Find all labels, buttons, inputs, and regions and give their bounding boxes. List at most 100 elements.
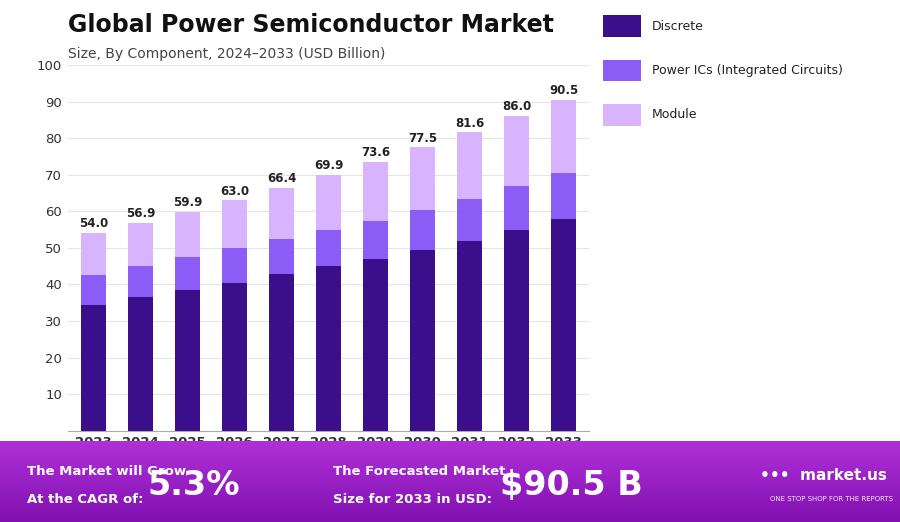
Bar xyxy=(0,474,900,475)
Bar xyxy=(0,509,900,510)
Bar xyxy=(0,444,900,445)
Bar xyxy=(457,241,482,431)
Bar xyxy=(269,274,293,431)
Bar xyxy=(0,476,900,477)
Bar xyxy=(0,472,900,473)
Text: 81.6: 81.6 xyxy=(455,116,484,129)
Bar xyxy=(410,147,435,209)
Bar xyxy=(0,482,900,483)
Bar xyxy=(0,452,900,453)
Bar xyxy=(0,506,900,507)
Bar xyxy=(0,517,900,518)
Bar xyxy=(0,457,900,458)
Bar xyxy=(0,484,900,485)
Bar xyxy=(0,456,900,457)
Text: 73.6: 73.6 xyxy=(361,146,390,159)
Bar xyxy=(0,507,900,508)
Bar xyxy=(222,248,247,283)
Text: 63.0: 63.0 xyxy=(220,184,249,197)
Bar xyxy=(0,471,900,472)
Bar xyxy=(0,451,900,452)
Bar xyxy=(504,186,529,230)
Bar xyxy=(504,230,529,431)
Bar xyxy=(0,494,900,495)
Bar xyxy=(0,479,900,480)
Bar xyxy=(457,199,482,241)
Text: 5.3%: 5.3% xyxy=(148,469,239,502)
Bar xyxy=(222,200,247,248)
Bar xyxy=(269,239,293,274)
Bar xyxy=(364,259,388,431)
Bar xyxy=(0,478,900,479)
Bar xyxy=(0,449,900,450)
Bar xyxy=(0,492,900,493)
Text: ONE STOP SHOP FOR THE REPORTS: ONE STOP SHOP FOR THE REPORTS xyxy=(770,496,893,502)
Bar xyxy=(0,510,900,511)
Text: •••  market.us: ••• market.us xyxy=(760,468,887,482)
Bar xyxy=(552,173,576,219)
Bar xyxy=(0,504,900,505)
Bar xyxy=(0,450,900,451)
Text: 77.5: 77.5 xyxy=(408,132,437,145)
Bar xyxy=(0,464,900,465)
Bar xyxy=(0,453,900,454)
Bar xyxy=(0,447,900,448)
Bar xyxy=(0,505,900,506)
Bar xyxy=(0,513,900,514)
Text: 69.9: 69.9 xyxy=(314,159,343,172)
Bar xyxy=(176,257,200,290)
Text: Discrete: Discrete xyxy=(652,20,704,32)
Bar xyxy=(0,470,900,471)
Bar xyxy=(0,511,900,512)
Bar xyxy=(0,442,900,443)
Bar xyxy=(0,458,900,459)
Text: 90.5: 90.5 xyxy=(549,84,579,97)
Bar xyxy=(0,512,900,513)
Text: Size, By Component, 2024–2033 (USD Billion): Size, By Component, 2024–2033 (USD Billi… xyxy=(68,47,385,61)
Bar xyxy=(0,493,900,494)
Bar xyxy=(128,298,153,431)
Bar xyxy=(316,175,341,230)
Bar xyxy=(0,502,900,503)
Bar xyxy=(364,221,388,259)
Text: $90.5 B: $90.5 B xyxy=(500,469,643,502)
Bar xyxy=(81,233,105,276)
Bar xyxy=(0,448,900,449)
Bar xyxy=(410,250,435,431)
Bar xyxy=(0,496,900,497)
Bar xyxy=(0,497,900,498)
Bar xyxy=(222,283,247,431)
Text: 56.9: 56.9 xyxy=(126,207,155,220)
Bar xyxy=(0,483,900,484)
Bar xyxy=(0,445,900,446)
Bar xyxy=(0,499,900,500)
Bar xyxy=(176,212,200,257)
Bar xyxy=(0,441,900,442)
Bar xyxy=(0,446,900,447)
Bar xyxy=(128,266,153,298)
Bar xyxy=(410,210,435,250)
Bar xyxy=(0,501,900,502)
Bar xyxy=(504,116,529,186)
Bar xyxy=(0,463,900,464)
Bar xyxy=(0,462,900,463)
Text: The Market will Grow: The Market will Grow xyxy=(27,465,186,478)
Bar xyxy=(552,100,576,173)
Bar xyxy=(176,290,200,431)
Bar xyxy=(316,266,341,431)
Text: Module: Module xyxy=(652,109,698,121)
Text: At the CAGR of:: At the CAGR of: xyxy=(27,493,143,506)
Bar xyxy=(0,495,900,496)
Bar xyxy=(0,516,900,517)
Text: Size for 2033 in USD:: Size for 2033 in USD: xyxy=(333,493,492,506)
Bar xyxy=(0,500,900,501)
Bar xyxy=(0,455,900,456)
Bar xyxy=(0,459,900,460)
Bar xyxy=(81,305,105,431)
Bar xyxy=(0,498,900,499)
Bar xyxy=(364,162,388,221)
Bar xyxy=(128,223,153,266)
Bar xyxy=(0,485,900,487)
Bar xyxy=(0,473,900,474)
Bar xyxy=(0,521,900,522)
